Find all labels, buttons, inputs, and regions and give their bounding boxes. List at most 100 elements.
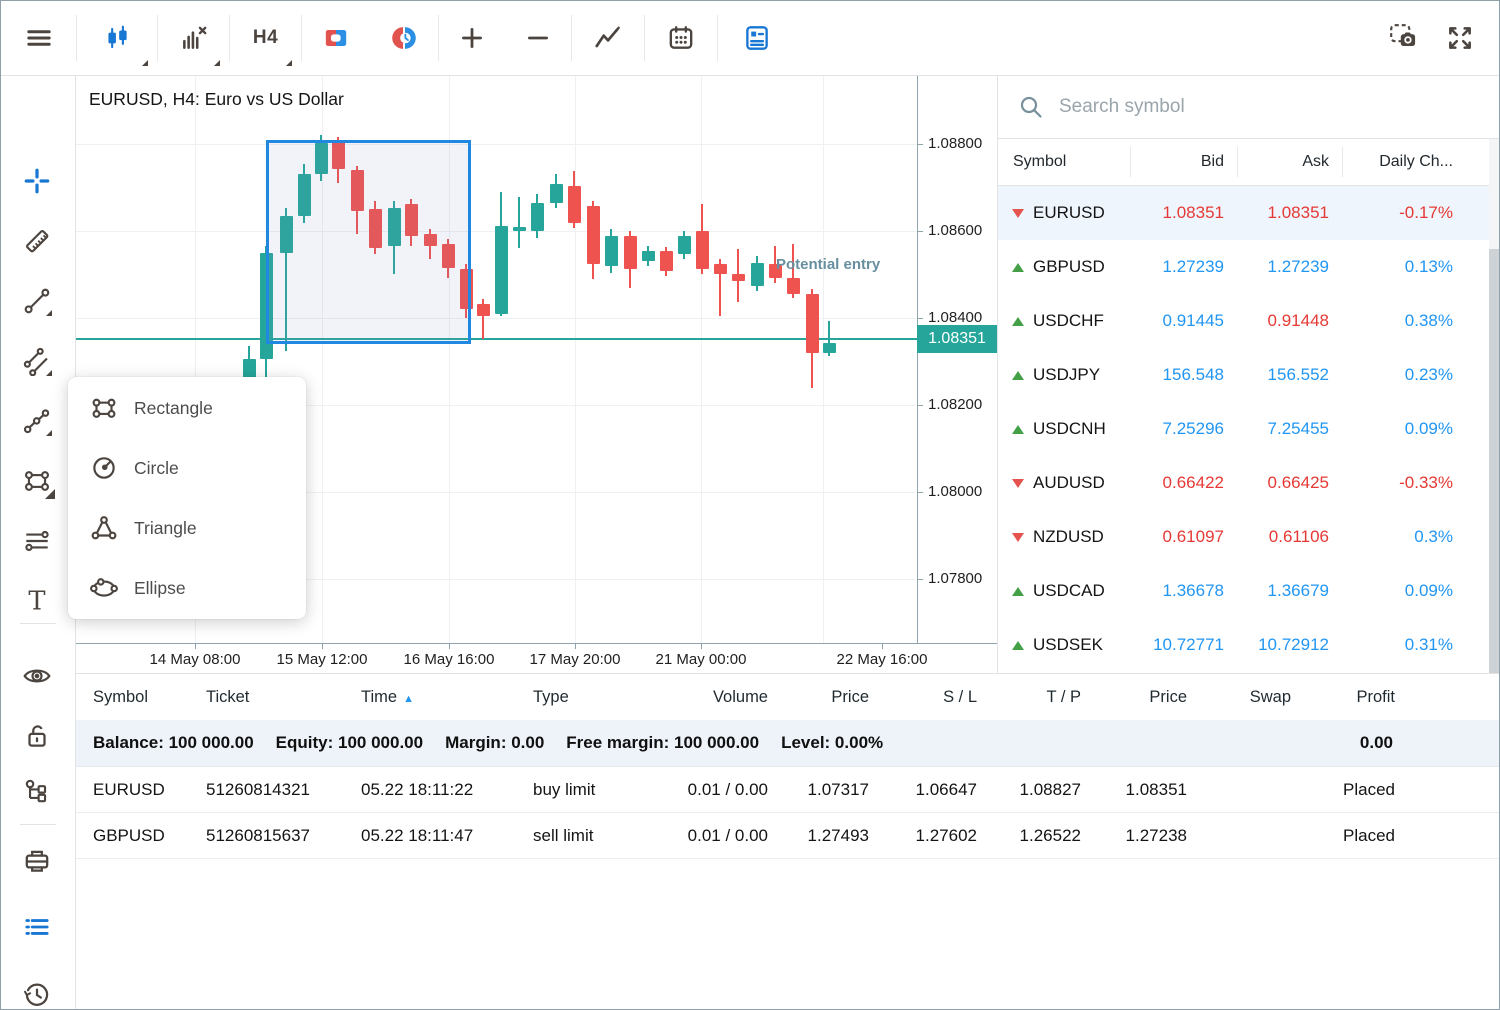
ask-value: 1.08351 xyxy=(1267,203,1329,222)
market-watch-row[interactable]: EURUSD 1.08351 1.08351 -0.17% xyxy=(998,186,1489,240)
market-watch-row[interactable]: USDSEK 10.72771 10.72912 0.31% xyxy=(998,618,1489,672)
scrollbar-track[interactable] xyxy=(1489,139,1499,673)
trading-panel-button[interactable] xyxy=(718,1,796,75)
shapes-tool[interactable] xyxy=(13,457,61,505)
objects-tree-tool[interactable] xyxy=(13,767,61,815)
flyout-indicator-icon xyxy=(46,310,52,316)
toolbar-separator xyxy=(571,15,572,61)
trend-up-icon xyxy=(1012,262,1024,272)
column-header-tp[interactable]: T / P xyxy=(1046,687,1081,706)
market-watch-row[interactable]: AUDUSD 0.66422 0.66425 -0.33% xyxy=(998,456,1489,510)
crosshair-tool[interactable] xyxy=(13,157,61,205)
order-type: buy limit xyxy=(533,779,596,799)
object-visibility-tool[interactable] xyxy=(13,652,61,700)
object-lock-tool[interactable] xyxy=(13,712,61,760)
hamburger-icon xyxy=(26,30,51,46)
candle xyxy=(351,170,364,211)
column-divider xyxy=(1342,147,1343,177)
add-indicator-button[interactable] xyxy=(572,1,644,75)
flyout-indicator-icon xyxy=(46,430,52,436)
symbol-cell: GBPUSD xyxy=(998,257,1130,277)
zoom-in-button[interactable] xyxy=(439,1,505,75)
gridline-vertical xyxy=(449,76,450,643)
candle xyxy=(513,227,526,231)
indicator-curve-icon xyxy=(595,26,620,48)
column-header-ticket[interactable]: Ticket xyxy=(206,687,250,706)
candle xyxy=(550,184,563,203)
rectangle-shape-icon xyxy=(24,471,49,491)
gridline-horizontal xyxy=(76,405,917,406)
candle xyxy=(243,359,256,379)
channel-tool[interactable] xyxy=(13,337,61,385)
one-click-trading-button[interactable] xyxy=(302,1,370,75)
economic-calendar-button[interactable] xyxy=(645,1,717,75)
main-menu-button[interactable] xyxy=(1,1,76,75)
remove-indicators-button[interactable] xyxy=(158,1,229,75)
screenshot-button[interactable] xyxy=(1377,1,1431,75)
candle xyxy=(477,304,490,316)
menu-item-label: Rectangle xyxy=(134,397,213,418)
horizontal-lines-tool[interactable] xyxy=(13,517,61,565)
text-tool[interactable]: T xyxy=(13,577,61,625)
summary-item: Level: 0.00% xyxy=(781,733,884,752)
menu-item-triangle[interactable]: Triangle xyxy=(68,498,306,558)
market-watch-row[interactable]: GBPUSD 1.27239 1.27239 0.13% xyxy=(998,240,1489,294)
search-input[interactable] xyxy=(1057,95,1391,119)
column-header-bid[interactable]: Bid xyxy=(1200,153,1224,170)
column-header-symbol[interactable]: Symbol xyxy=(1013,153,1067,170)
chart-annotation[interactable]: Potential entry xyxy=(776,256,881,273)
trade-table-header: Symbol Ticket Time ▲ Type Volume Price S … xyxy=(76,674,1499,720)
chart-type-button[interactable] xyxy=(77,1,157,75)
selection-rectangle[interactable] xyxy=(266,140,471,344)
column-header-ask[interactable]: Ask xyxy=(1302,153,1329,170)
timeframe-button[interactable]: H4 xyxy=(230,1,301,75)
market-watch-row[interactable]: USDCHF 0.91445 0.91448 0.38% xyxy=(998,294,1489,348)
column-header-profit[interactable]: Profit xyxy=(1356,687,1395,706)
scrollbar-thumb[interactable] xyxy=(1489,249,1499,673)
flyout-indicator-icon xyxy=(286,60,292,66)
ruler-tool[interactable] xyxy=(13,217,61,265)
trade-tab-button[interactable] xyxy=(13,903,61,951)
print-button[interactable] xyxy=(13,837,61,885)
order-profit: Placed xyxy=(1343,779,1395,799)
flyout-indicator-icon xyxy=(214,60,220,66)
market-watch-row[interactable]: USDCAD 1.36678 1.36679 0.09% xyxy=(998,564,1489,618)
price-axis-tick xyxy=(917,318,923,319)
column-header-swap[interactable]: Swap xyxy=(1249,687,1291,706)
column-header-price-current[interactable]: Price xyxy=(1149,687,1187,706)
trendline-icon xyxy=(24,288,50,314)
column-header-price[interactable]: Price xyxy=(831,687,869,706)
order-row[interactable]: GBPUSD 51260815637 05.22 18:11:47 sell limi… xyxy=(76,813,1499,859)
column-header-volume[interactable]: Volume xyxy=(712,687,768,706)
bid-value: 1.08351 xyxy=(1162,203,1224,222)
polyline-tool[interactable] xyxy=(13,397,61,445)
market-watch-row[interactable]: USDJPY 156.548 156.552 0.23% xyxy=(998,348,1489,402)
market-watch-row[interactable]: NZDUSD 0.61097 0.61106 0.3% xyxy=(998,510,1489,564)
column-header-daily-change[interactable]: Daily Ch... xyxy=(1379,153,1453,170)
ask-value: 156.552 xyxy=(1267,365,1329,384)
trendline-tool[interactable] xyxy=(13,277,61,325)
market-depth-button[interactable] xyxy=(370,1,438,75)
total-profit: 0.00 xyxy=(1359,733,1393,752)
column-header-type[interactable]: Type xyxy=(533,687,569,706)
time-axis-tick xyxy=(701,643,702,649)
daily-change-value: -0.33% xyxy=(1399,473,1453,492)
market-watch-row[interactable]: USDCNH 7.25296 7.25455 0.09% xyxy=(998,402,1489,456)
column-header-time[interactable]: Time ▲ xyxy=(361,687,414,706)
printer-icon xyxy=(25,850,49,872)
summary-item: Margin: 0.00 xyxy=(445,733,545,752)
column-header-symbol[interactable]: Symbol xyxy=(93,687,149,706)
menu-item-rectangle[interactable]: Rectangle xyxy=(68,378,306,438)
column-header-sl[interactable]: S / L xyxy=(943,687,977,706)
time-axis-tick xyxy=(882,643,883,649)
zoom-out-button[interactable] xyxy=(505,1,571,75)
order-row[interactable]: EURUSD 51260814321 05.22 18:11:22 buy limit… xyxy=(76,767,1499,813)
history-tab-button[interactable] xyxy=(13,971,61,1009)
ask-value: 1.36679 xyxy=(1267,581,1329,600)
menu-item-circle[interactable]: Circle xyxy=(68,438,306,498)
menu-item-ellipse[interactable]: Ellipse xyxy=(68,558,306,618)
candle xyxy=(605,236,618,266)
fullscreen-button[interactable] xyxy=(1431,1,1489,75)
price-axis-label: 1.08800 xyxy=(928,135,983,152)
flyout-indicator-icon xyxy=(46,370,52,376)
